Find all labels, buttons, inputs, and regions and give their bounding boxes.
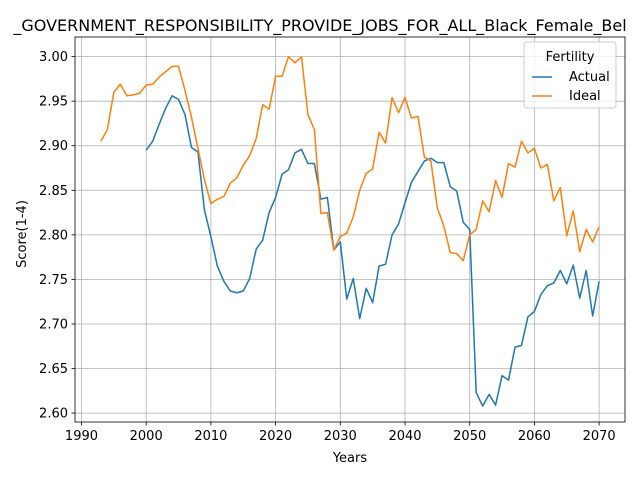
y-axis: 2.60 2.65 2.70 2.75 2.80 2.85 2.90 2.95 3.00: [39, 50, 75, 422]
y-tick-label: 2.75: [39, 273, 68, 288]
x-tick-label: 2040: [388, 429, 421, 444]
y-tick-label: 2.90: [39, 139, 68, 154]
plot-area: [100, 55, 600, 407]
series-line-ideal: [100, 55, 600, 262]
y-tick-label: 2.80: [39, 228, 68, 243]
legend-box: [523, 41, 617, 109]
y-tick-label: 2.85: [39, 184, 68, 199]
y-tick-label: 3.00: [39, 50, 68, 65]
x-tick-label: 2020: [259, 429, 292, 444]
x-tick-label: 2000: [130, 429, 163, 444]
y-tick-label: 2.60: [39, 407, 68, 422]
x-tick-label: 2050: [453, 429, 486, 444]
y-tick-label: 2.95: [39, 95, 68, 110]
series-line-actual: [145, 95, 600, 407]
legend: Fertility Actual Ideal: [523, 41, 617, 109]
y-tick-label: 2.65: [39, 362, 68, 377]
x-axis: 1990 2000 2010 2020 2030 2040 2050 2060 2070: [65, 422, 616, 444]
y-axis-title: Score(1-4): [15, 200, 30, 268]
chart-title: _GOVERNMENT_RESPONSIBILITY_PROVIDE_JOBS_…: [12, 16, 626, 36]
x-tick-label: 2070: [583, 429, 616, 444]
x-tick-label: 2030: [324, 429, 357, 444]
legend-label-ideal: Ideal: [569, 89, 601, 104]
x-axis-title: Years: [332, 451, 368, 466]
y-tick-label: 2.70: [39, 317, 68, 332]
legend-label-actual: Actual: [569, 70, 610, 85]
x-tick-label: 2060: [518, 429, 551, 444]
x-tick-label: 1990: [65, 429, 98, 444]
axes-frame: [74, 36, 626, 423]
x-tick-label: 2010: [194, 429, 227, 444]
legend-title: Fertility: [546, 50, 595, 65]
